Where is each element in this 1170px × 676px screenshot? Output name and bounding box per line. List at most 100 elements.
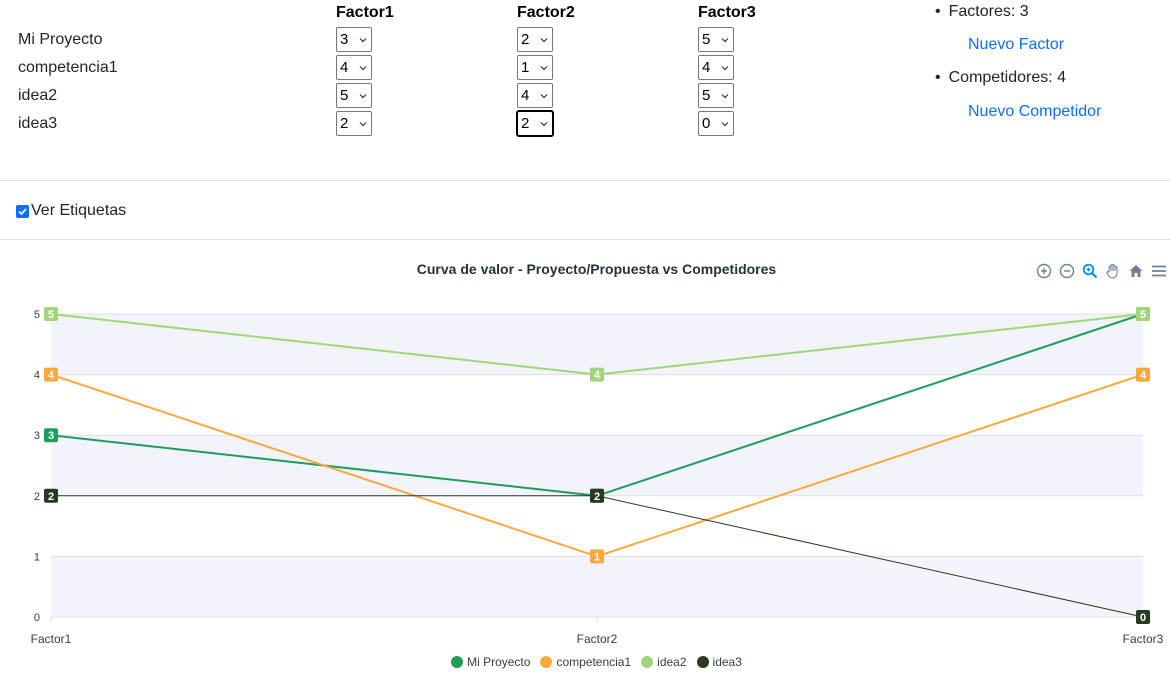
checkbox[interactable] [16, 204, 29, 218]
legend-marker [641, 656, 654, 668]
factors-count: Factores: 3 [935, 3, 1029, 21]
new-competitor-link[interactable]: Nuevo Competidor [968, 103, 1102, 120]
select-value: 5 [702, 31, 711, 48]
legend-item[interactable]: idea2 [641, 655, 687, 669]
legend-label: idea2 [657, 655, 687, 669]
y-tick-label: 3 [34, 430, 40, 442]
row-label-competencia1: competencia1 [18, 59, 118, 76]
factor-header-2: Factor2 [517, 4, 575, 21]
zoom-in-icon[interactable] [1035, 262, 1053, 280]
home-reset-icon[interactable] [1127, 262, 1145, 280]
legend-item[interactable]: idea3 [696, 655, 742, 669]
factor-header-3: Factor3 [698, 4, 756, 21]
y-tick-label: 1 [34, 551, 40, 563]
check-icon [18, 207, 27, 215]
select-value: 4 [340, 59, 349, 76]
divider [0, 180, 1170, 181]
legend-marker [696, 656, 709, 668]
pan-hand-icon[interactable] [1104, 262, 1122, 280]
chevron-down-icon [540, 66, 548, 71]
data-label-box [590, 488, 604, 503]
new-factor-link[interactable]: Nuevo Factor [968, 36, 1065, 53]
select-value: 5 [702, 87, 711, 104]
data-label-box [590, 549, 604, 564]
score-select-competencia1-factor1[interactable]: 4 [336, 55, 372, 80]
data-label: 1 [594, 551, 600, 563]
data-label: 3 [48, 430, 54, 442]
legend-label: Mi Proyecto [467, 655, 531, 669]
x-tick-label: Factor3 [1123, 632, 1164, 646]
grid-band [51, 556, 1143, 617]
chevron-down-icon [540, 94, 548, 99]
select-value: 5 [340, 87, 349, 104]
show-labels-label: Ver Etiquetas [31, 202, 127, 219]
score-select-idea3-factor2[interactable]: 2 [516, 110, 554, 137]
data-label: 2 [48, 491, 54, 503]
legend-marker [540, 656, 553, 668]
score-select-idea2-factor1[interactable]: 5 [336, 83, 372, 108]
chevron-down-icon [359, 38, 367, 43]
score-select-mi-proyecto-factor3[interactable]: 5 [698, 27, 734, 52]
chevron-down-icon [540, 38, 548, 43]
data-label: 4 [594, 370, 601, 382]
competitors-count: Competidores: 4 [935, 69, 1066, 87]
chevron-down-icon [540, 122, 548, 127]
data-label-box [590, 367, 604, 382]
score-select-competencia1-factor3[interactable]: 4 [698, 55, 734, 80]
data-label-box [44, 428, 58, 443]
score-select-idea3-factor3[interactable]: 0 [698, 111, 734, 136]
y-tick-label: 4 [34, 370, 40, 382]
select-value: 2 [521, 31, 530, 48]
data-label-box [44, 488, 58, 503]
select-value: 4 [521, 87, 530, 104]
value-curve-chart: 012345Factor1Factor2Factor3325414545220 [31, 307, 1164, 646]
chevron-down-icon [721, 38, 729, 43]
select-value: 0 [702, 115, 711, 132]
score-select-idea3-factor1[interactable]: 2 [336, 111, 372, 136]
legend-label: competencia1 [556, 655, 632, 669]
chevron-down-icon [359, 94, 367, 99]
legend-item[interactable]: competencia1 [540, 655, 631, 669]
grid-band [51, 435, 1143, 496]
row-label-idea3: idea3 [18, 115, 58, 132]
data-label-box [1136, 367, 1150, 382]
y-tick-label: 2 [34, 491, 40, 503]
select-value: 4 [702, 59, 711, 76]
select-value: 2 [521, 115, 530, 132]
divider [0, 239, 1170, 240]
data-label: 0 [1140, 612, 1146, 624]
data-label-box [44, 367, 58, 382]
chevron-down-icon [721, 66, 729, 71]
score-select-competencia1-factor2[interactable]: 1 [517, 55, 553, 80]
legend-item[interactable]: Mi Proyecto [451, 655, 530, 669]
chevron-down-icon [359, 122, 367, 127]
score-select-idea2-factor3[interactable]: 5 [698, 83, 734, 108]
score-select-mi-proyecto-factor1[interactable]: 3 [336, 27, 372, 52]
legend-label: idea3 [712, 655, 742, 669]
zoom-select-icon[interactable] [1081, 262, 1099, 280]
factor-header-1: Factor1 [336, 4, 394, 21]
score-select-mi-proyecto-factor2[interactable]: 2 [517, 27, 553, 52]
grid-band [51, 314, 1143, 375]
y-tick-label: 5 [34, 309, 40, 321]
show-labels-toggle[interactable]: Ver Etiquetas [16, 202, 126, 220]
x-tick-label: Factor1 [31, 632, 72, 646]
chevron-down-icon [721, 122, 729, 127]
chart-toolbar [1035, 262, 1168, 280]
select-value: 1 [521, 59, 530, 76]
data-label-box [1136, 307, 1150, 321]
data-label: 5 [48, 309, 54, 321]
legend-marker [451, 656, 464, 668]
chevron-down-icon [721, 94, 729, 99]
select-value: 3 [340, 31, 349, 48]
data-label: 5 [1140, 309, 1146, 321]
menu-icon[interactable] [1150, 262, 1168, 280]
factor-matrix: Factor1 Factor2 Factor3 Mi Proyecto comp… [0, 0, 900, 150]
row-label-mi-proyecto: Mi Proyecto [18, 31, 103, 48]
chart-legend: Mi Proyecto competencia1 idea2 idea3 [0, 655, 1170, 669]
data-label: 2 [594, 491, 600, 503]
chart-title: Curva de valor - Proyecto/Propuesta vs C… [416, 261, 777, 277]
score-select-idea2-factor2[interactable]: 4 [517, 83, 553, 108]
zoom-out-icon[interactable] [1058, 262, 1076, 280]
data-label: 4 [48, 370, 55, 382]
